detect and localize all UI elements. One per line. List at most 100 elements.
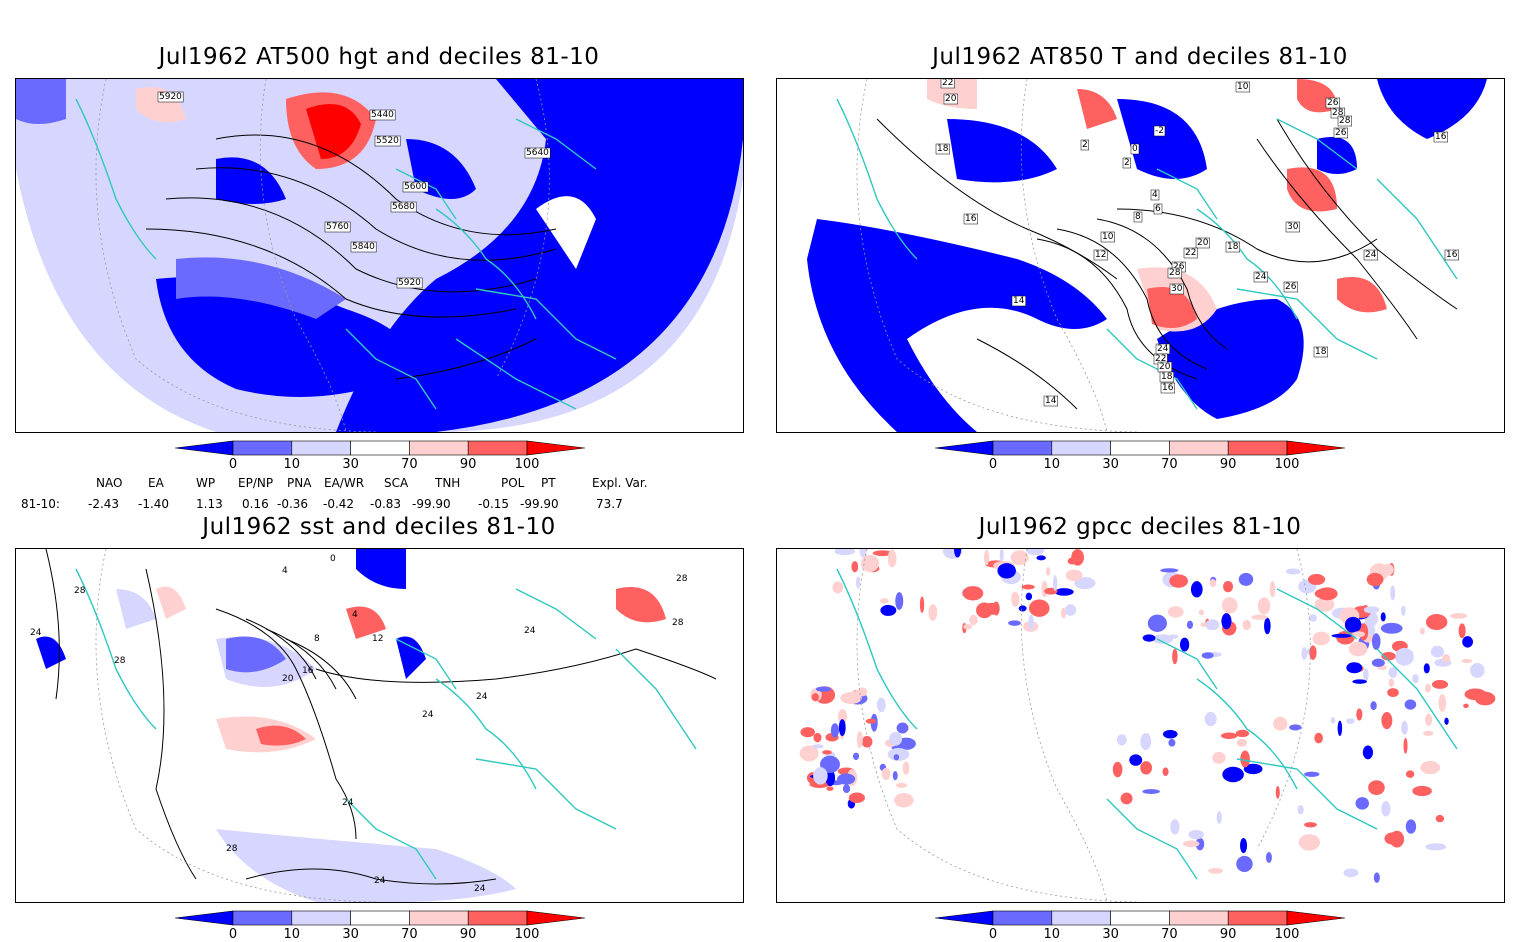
precip-decile-patch [983, 602, 1000, 615]
precip-decile-patch [1026, 549, 1045, 556]
colorbar-top-left: 0 10 30 70 90 100 [174, 440, 586, 476]
map-t850: 22 20 18 16 10 12 2 0 2 4 -2 8 6 14 14 2… [776, 78, 1505, 433]
tele-value-tnh: -99.90 [412, 497, 451, 511]
contour-label-box [402, 181, 429, 193]
contour-label: 10 [1237, 82, 1249, 92]
colorbar-segment [350, 910, 410, 926]
colorbar-tick-label: 70 [401, 927, 418, 942]
tele-header-pol: POL [501, 476, 525, 490]
precip-decile-patch [860, 554, 880, 572]
precip-decile-patch [1343, 868, 1359, 878]
tele-value-eawr: -0.42 [323, 497, 355, 511]
contour-label-box [396, 277, 423, 289]
precip-decile-patch [1438, 694, 1447, 712]
precip-decile-patch [1450, 613, 1468, 619]
contour-label: 26 [1173, 262, 1185, 272]
contour-label-box [1195, 237, 1210, 249]
precip-decile-patch [1285, 568, 1301, 575]
contour-label: 24 [474, 884, 486, 894]
precip-decile-patch [1352, 679, 1367, 684]
precip-decile-patch [834, 549, 856, 556]
contour-label: 5520 [376, 136, 399, 146]
contour-label: 5920 [159, 92, 182, 102]
tele-value-epnp: 0.16 [242, 497, 269, 511]
contour-label: 28 [672, 618, 684, 628]
contour-label-box [369, 109, 396, 121]
panel-title-hgt: Jul1962 AT500 hgt and deciles 81-10 [158, 44, 600, 70]
precip-decile-patch [1167, 606, 1184, 618]
precip-decile-patch [1373, 872, 1380, 883]
colorbar-arrow-right [526, 440, 586, 456]
precip-decile-patch [962, 586, 984, 601]
precip-decile-patch [889, 731, 903, 746]
contour-label: 30 [1287, 222, 1299, 232]
precip-decile-patch [1129, 754, 1143, 766]
tele-header-wp: WP [196, 476, 216, 490]
colorbar-segment [291, 440, 351, 456]
precip-decile-patch [1112, 761, 1123, 778]
precip-decile-patch [969, 614, 978, 626]
precip-decile-patch [880, 604, 897, 616]
contour-label: 4 [352, 610, 358, 620]
precip-decile-patch [1216, 811, 1222, 824]
contour-label: 24 [422, 710, 434, 720]
precip-decile-patch [1463, 703, 1469, 708]
precip-decile-patch [1388, 667, 1398, 678]
colorbar-segment [1227, 440, 1288, 456]
precip-decile-patch [1025, 592, 1033, 601]
precip-decile-patch [1405, 770, 1415, 778]
precip-decile-patch [881, 767, 891, 781]
precip-decile-patch [1065, 569, 1083, 582]
precip-decile-patch [1240, 837, 1248, 854]
precip-decile-patch [1404, 699, 1417, 710]
precip-decile-patch [1269, 580, 1276, 598]
colorbar-tick-label: 10 [283, 457, 301, 472]
contour-label-box [1160, 382, 1175, 394]
precip-decile-patch [1401, 720, 1408, 735]
contour-label: 12 [372, 634, 383, 644]
contour-label-box [1285, 221, 1300, 233]
contour-label: 8 [1135, 212, 1141, 222]
precip-decile-patch [999, 549, 1004, 561]
precip-decile-patch [1355, 797, 1369, 810]
contour-label: 22 [1185, 248, 1196, 258]
precip-decile-patch [1204, 711, 1217, 727]
precip-decile-patch [1424, 683, 1431, 693]
contour-label: 16 [1162, 383, 1174, 393]
precip-decile-patch [954, 549, 962, 558]
precip-decile-patch [1405, 819, 1417, 834]
tele-header-pt: PT [541, 476, 556, 490]
colorbar-tick-label: 30 [1102, 457, 1119, 472]
precip-decile-patch [1028, 614, 1034, 631]
colorbar-segment [350, 440, 410, 456]
precip-decile-patch [1425, 614, 1448, 631]
colorbar-segment [409, 910, 469, 926]
colorbar-segment [467, 440, 528, 456]
gpcc-blob-layer [799, 549, 1496, 883]
contour-label: 24 [342, 798, 354, 808]
precip-decile-patch [1430, 645, 1445, 658]
colorbar-segment [992, 910, 1053, 926]
precip-decile-patch [1461, 658, 1473, 663]
tele-value-pna: -0.36 [277, 497, 309, 511]
colorbar-bottom-left-strip [174, 910, 586, 926]
precip-decile-patch [1390, 585, 1396, 601]
map-sst: 28 24 28 4 8 12 16 20 24 24 24 28 24 28 … [15, 548, 744, 903]
precip-decile-patch [1010, 550, 1029, 566]
precip-decile-patch [837, 709, 848, 725]
precip-decile-patch [1423, 663, 1430, 674]
precip-decile-patch [859, 549, 867, 558]
precip-decile-patch [1362, 745, 1374, 760]
precip-decile-patch [1371, 658, 1385, 667]
precip-decile-patch [837, 773, 856, 785]
map-gpcc [776, 548, 1505, 903]
precip-decile-patch [1036, 555, 1046, 561]
colorbar-tick-label: 70 [1161, 927, 1178, 942]
colorbar-segment [1051, 440, 1111, 456]
contour-label: 28 [676, 574, 688, 584]
precip-decile-patch [1008, 620, 1021, 626]
precip-decile-patch [1444, 717, 1449, 725]
contour-label-box [1325, 97, 1340, 109]
contour-label: 16 [965, 214, 977, 224]
contour-label: 16 [302, 666, 314, 676]
